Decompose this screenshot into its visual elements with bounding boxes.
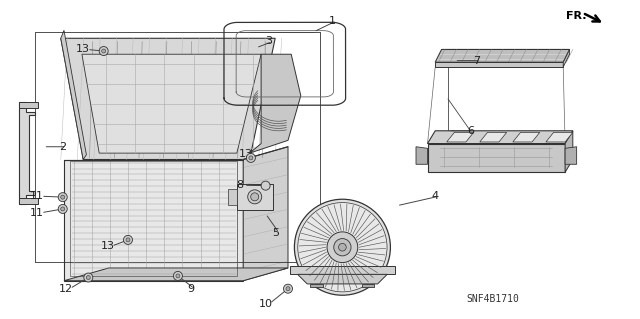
- Polygon shape: [310, 284, 323, 287]
- Circle shape: [298, 203, 387, 292]
- Polygon shape: [19, 102, 35, 204]
- Circle shape: [251, 193, 259, 201]
- Polygon shape: [82, 54, 261, 153]
- Text: 13: 13: [100, 241, 115, 251]
- Circle shape: [84, 273, 93, 282]
- Text: FR.: FR.: [566, 11, 587, 21]
- Polygon shape: [563, 49, 570, 67]
- Text: 6: 6: [467, 126, 474, 136]
- Polygon shape: [228, 189, 237, 205]
- Polygon shape: [64, 160, 243, 281]
- Circle shape: [261, 181, 270, 190]
- Polygon shape: [480, 132, 507, 142]
- Circle shape: [284, 284, 292, 293]
- Polygon shape: [513, 132, 540, 142]
- Circle shape: [61, 195, 65, 199]
- Text: 4: 4: [431, 191, 439, 201]
- Polygon shape: [64, 268, 288, 281]
- Circle shape: [339, 243, 346, 251]
- Polygon shape: [435, 49, 570, 62]
- Text: 10: 10: [259, 299, 273, 309]
- Polygon shape: [416, 147, 428, 164]
- Text: 5: 5: [272, 228, 278, 238]
- Circle shape: [248, 190, 262, 204]
- Circle shape: [126, 238, 130, 242]
- Text: 7: 7: [473, 56, 481, 66]
- Text: 12: 12: [59, 284, 73, 294]
- Polygon shape: [250, 54, 301, 153]
- Circle shape: [58, 204, 67, 213]
- Polygon shape: [298, 274, 387, 284]
- Polygon shape: [290, 266, 395, 274]
- Polygon shape: [237, 184, 273, 210]
- Circle shape: [294, 199, 390, 295]
- Polygon shape: [61, 38, 275, 160]
- Circle shape: [327, 232, 358, 263]
- Circle shape: [173, 271, 182, 280]
- Circle shape: [176, 274, 180, 278]
- Circle shape: [99, 47, 108, 56]
- Polygon shape: [565, 131, 573, 172]
- Circle shape: [58, 193, 67, 202]
- Circle shape: [286, 287, 290, 291]
- Text: 8: 8: [236, 180, 244, 190]
- Polygon shape: [428, 144, 565, 172]
- Text: 3: 3: [266, 36, 272, 47]
- Circle shape: [61, 207, 65, 211]
- Polygon shape: [435, 62, 563, 67]
- Circle shape: [86, 276, 90, 279]
- Polygon shape: [19, 198, 38, 204]
- Text: 13: 13: [76, 44, 90, 55]
- Polygon shape: [362, 284, 374, 287]
- Polygon shape: [243, 147, 288, 281]
- Text: 11: 11: [30, 191, 44, 201]
- Polygon shape: [447, 132, 474, 142]
- Text: 2: 2: [59, 142, 67, 152]
- Circle shape: [334, 239, 351, 256]
- Text: SNF4B1710: SNF4B1710: [467, 294, 519, 304]
- Circle shape: [249, 156, 253, 160]
- Text: 13: 13: [239, 149, 253, 159]
- Polygon shape: [428, 131, 573, 144]
- Circle shape: [102, 49, 106, 53]
- Circle shape: [124, 235, 132, 244]
- Text: 9: 9: [187, 284, 195, 294]
- Polygon shape: [19, 102, 38, 108]
- Polygon shape: [61, 30, 86, 160]
- Circle shape: [246, 153, 255, 162]
- Text: 1: 1: [330, 16, 336, 26]
- Polygon shape: [546, 132, 573, 142]
- Polygon shape: [565, 147, 577, 164]
- Text: 11: 11: [30, 208, 44, 218]
